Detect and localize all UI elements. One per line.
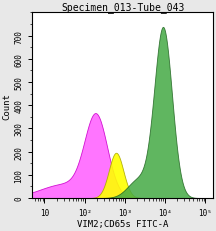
Title: Specimen_013-Tube_043: Specimen_013-Tube_043: [61, 3, 185, 13]
Y-axis label: Count: Count: [3, 92, 11, 119]
X-axis label: VIM2;CD65s FITC-A: VIM2;CD65s FITC-A: [77, 219, 169, 228]
